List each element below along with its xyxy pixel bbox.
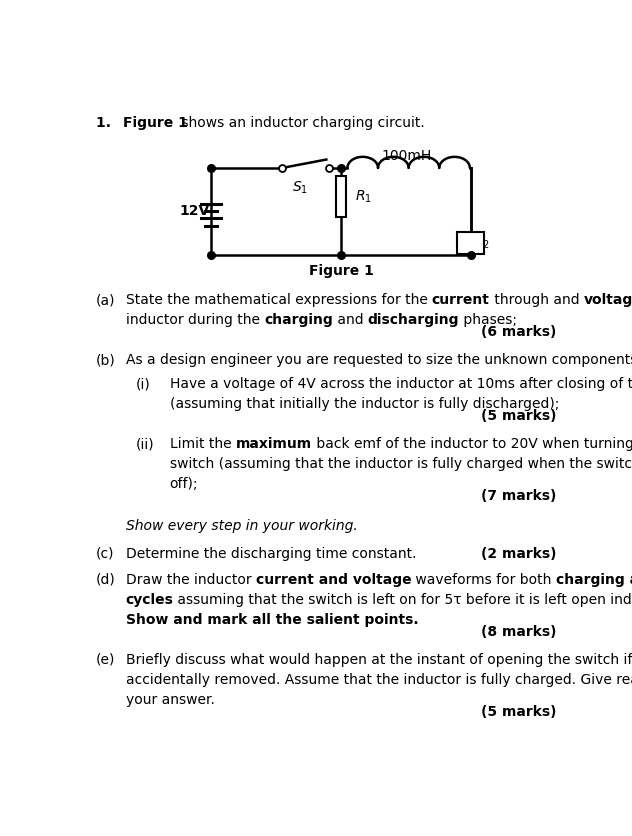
Bar: [336, 176, 346, 217]
Text: (5 marks): (5 marks): [481, 409, 557, 423]
Text: and: and: [332, 314, 368, 328]
Text: $R_1$: $R_1$: [355, 189, 372, 205]
Text: Have a voltage of 4V across the inductor at 10ms after closing of the switch: Have a voltage of 4V across the inductor…: [169, 377, 632, 391]
Text: shows an inductor charging circuit.: shows an inductor charging circuit.: [177, 116, 425, 130]
Text: (7 marks): (7 marks): [481, 489, 557, 503]
Text: Draw the inductor: Draw the inductor: [126, 573, 255, 587]
Text: off);: off);: [169, 477, 198, 491]
Text: (a): (a): [96, 293, 116, 308]
Text: (2 marks): (2 marks): [481, 547, 557, 561]
Text: charging and discharging: charging and discharging: [556, 573, 632, 587]
Text: 100mH: 100mH: [381, 150, 431, 163]
Text: 12V: 12V: [179, 204, 209, 218]
Text: assuming that the switch is left on for 5τ before it is left open indefinitely.: assuming that the switch is left on for …: [173, 593, 632, 607]
Text: Limit the: Limit the: [169, 437, 236, 451]
Text: (assuming that initially the inductor is fully discharged);: (assuming that initially the inductor is…: [169, 397, 559, 411]
Text: (i): (i): [135, 377, 150, 391]
Text: (5 marks): (5 marks): [481, 705, 557, 718]
Text: Briefly discuss what would happen at the instant of opening the switch if resist: Briefly discuss what would happen at the…: [126, 653, 632, 666]
Text: (e): (e): [96, 653, 116, 666]
Text: discharging: discharging: [368, 314, 459, 328]
Text: Show and mark all the salient points.: Show and mark all the salient points.: [126, 613, 418, 627]
Bar: [458, 232, 484, 253]
Text: (6 marks): (6 marks): [481, 325, 557, 339]
Text: (8 marks): (8 marks): [481, 624, 557, 639]
Text: Show every step in your working.: Show every step in your working.: [126, 519, 357, 533]
Text: through and: through and: [490, 293, 584, 308]
Text: charging: charging: [264, 314, 332, 328]
Text: your answer.: your answer.: [126, 692, 214, 706]
Text: waveforms for both: waveforms for both: [411, 573, 556, 587]
Text: accidentally removed. Assume that the inductor is fully charged. Give reasons fo: accidentally removed. Assume that the in…: [126, 673, 632, 686]
Text: inductor during the: inductor during the: [126, 314, 264, 328]
Text: Determine the discharging time constant.: Determine the discharging time constant.: [126, 547, 416, 561]
Text: current: current: [432, 293, 490, 308]
Text: voltage: voltage: [584, 293, 632, 308]
Text: (ii): (ii): [135, 437, 154, 451]
Text: As a design engineer you are requested to size the unknown components to:: As a design engineer you are requested t…: [126, 354, 632, 367]
Text: State the mathematical expressions for the: State the mathematical expressions for t…: [126, 293, 432, 308]
Text: back emf of the inductor to 20V when turning off the: back emf of the inductor to 20V when tur…: [312, 437, 632, 451]
Text: 1.: 1.: [96, 116, 116, 130]
Text: Figure 1: Figure 1: [123, 116, 188, 130]
Text: cycles: cycles: [126, 593, 173, 607]
Text: switch (assuming that the inductor is fully charged when the switch is turned: switch (assuming that the inductor is fu…: [169, 457, 632, 471]
Text: $S_1$: $S_1$: [293, 180, 308, 196]
Text: (d): (d): [96, 573, 116, 587]
Text: $R_2$: $R_2$: [473, 235, 490, 252]
Text: (c): (c): [96, 547, 114, 561]
Text: maximum: maximum: [236, 437, 312, 451]
Text: (b): (b): [96, 354, 116, 367]
Text: phases;: phases;: [459, 314, 517, 328]
Text: current and voltage: current and voltage: [255, 573, 411, 587]
Text: Figure 1: Figure 1: [308, 264, 374, 278]
